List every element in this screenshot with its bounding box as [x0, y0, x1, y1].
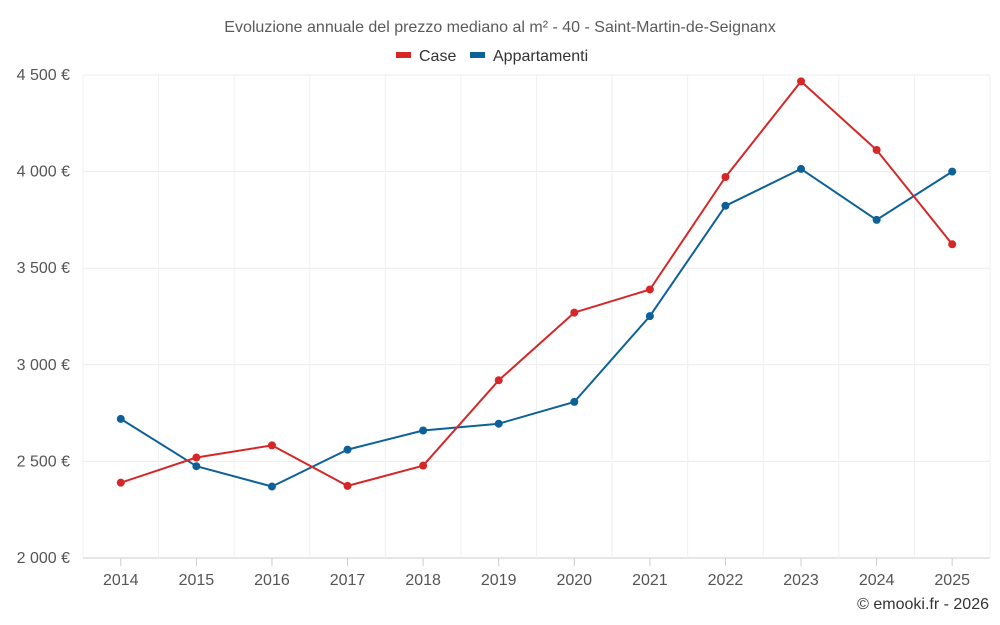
data-point-appartamenti — [192, 462, 201, 471]
data-point-appartamenti — [419, 426, 428, 435]
data-point-appartamenti — [116, 414, 125, 423]
data-point-case — [797, 77, 806, 86]
y-tick-label: 2 500 € — [17, 453, 70, 470]
grid-lines — [82, 74, 991, 559]
y-tick-label: 4 000 € — [17, 164, 70, 181]
x-tick-label: 2019 — [481, 572, 517, 589]
chart-credit: © emooki.fr - 2026 — [857, 596, 989, 613]
y-tick-label: 3 000 € — [17, 357, 70, 374]
x-tick-label: 2018 — [405, 572, 441, 589]
chart-title: Evoluzione annuale del prezzo mediano al… — [224, 19, 775, 36]
data-point-case — [721, 173, 730, 182]
data-point-appartamenti — [494, 419, 503, 428]
x-tick-label: 2022 — [708, 572, 744, 589]
data-point-appartamenti — [267, 482, 276, 491]
series-case — [116, 77, 957, 490]
x-tick-label: 2016 — [254, 572, 290, 589]
data-point-appartamenti — [797, 164, 806, 173]
x-tick-label: 2024 — [859, 572, 895, 589]
legend-swatch-case — [396, 52, 411, 58]
legend-swatch-appartamenti — [470, 52, 485, 58]
x-tick-label: 2023 — [783, 572, 819, 589]
data-point-case — [645, 285, 654, 294]
data-series — [116, 77, 957, 491]
data-point-appartamenti — [570, 397, 579, 406]
data-point-appartamenti — [343, 445, 352, 454]
data-point-case — [872, 145, 881, 154]
data-point-appartamenti — [872, 215, 881, 224]
y-tick-label: 2 000 € — [17, 550, 70, 567]
x-tick-label: 2017 — [330, 572, 366, 589]
x-tick-label: 2021 — [632, 572, 668, 589]
legend: Case Appartamenti — [396, 48, 588, 65]
data-point-case — [419, 461, 428, 470]
data-point-appartamenti — [721, 201, 730, 210]
data-point-appartamenti — [645, 312, 654, 321]
data-point-case — [192, 453, 201, 462]
x-tick-label: 2014 — [103, 572, 139, 589]
legend-label-appartamenti: Appartamenti — [493, 48, 588, 65]
series-line-appartamenti — [120, 167, 953, 488]
data-point-case — [116, 478, 125, 487]
series-line-case — [120, 80, 953, 487]
y-tick-label: 3 500 € — [17, 260, 70, 277]
x-tick-label: 2025 — [934, 572, 970, 589]
series-appartamenti — [116, 164, 957, 491]
axes: 2 000 € 2 500 € 3 000 € 3 500 € 4 000 € 4 500… — [17, 67, 970, 589]
legend-label-case: Case — [419, 48, 456, 65]
data-point-case — [343, 481, 352, 490]
x-tick-label: 2015 — [179, 572, 215, 589]
y-tick-label: 4 500 € — [17, 67, 70, 84]
data-point-case — [267, 441, 276, 450]
data-point-case — [948, 240, 957, 249]
x-tick-label: 2020 — [556, 572, 592, 589]
data-point-case — [570, 308, 579, 317]
data-point-appartamenti — [948, 167, 957, 176]
data-point-case — [494, 376, 503, 385]
